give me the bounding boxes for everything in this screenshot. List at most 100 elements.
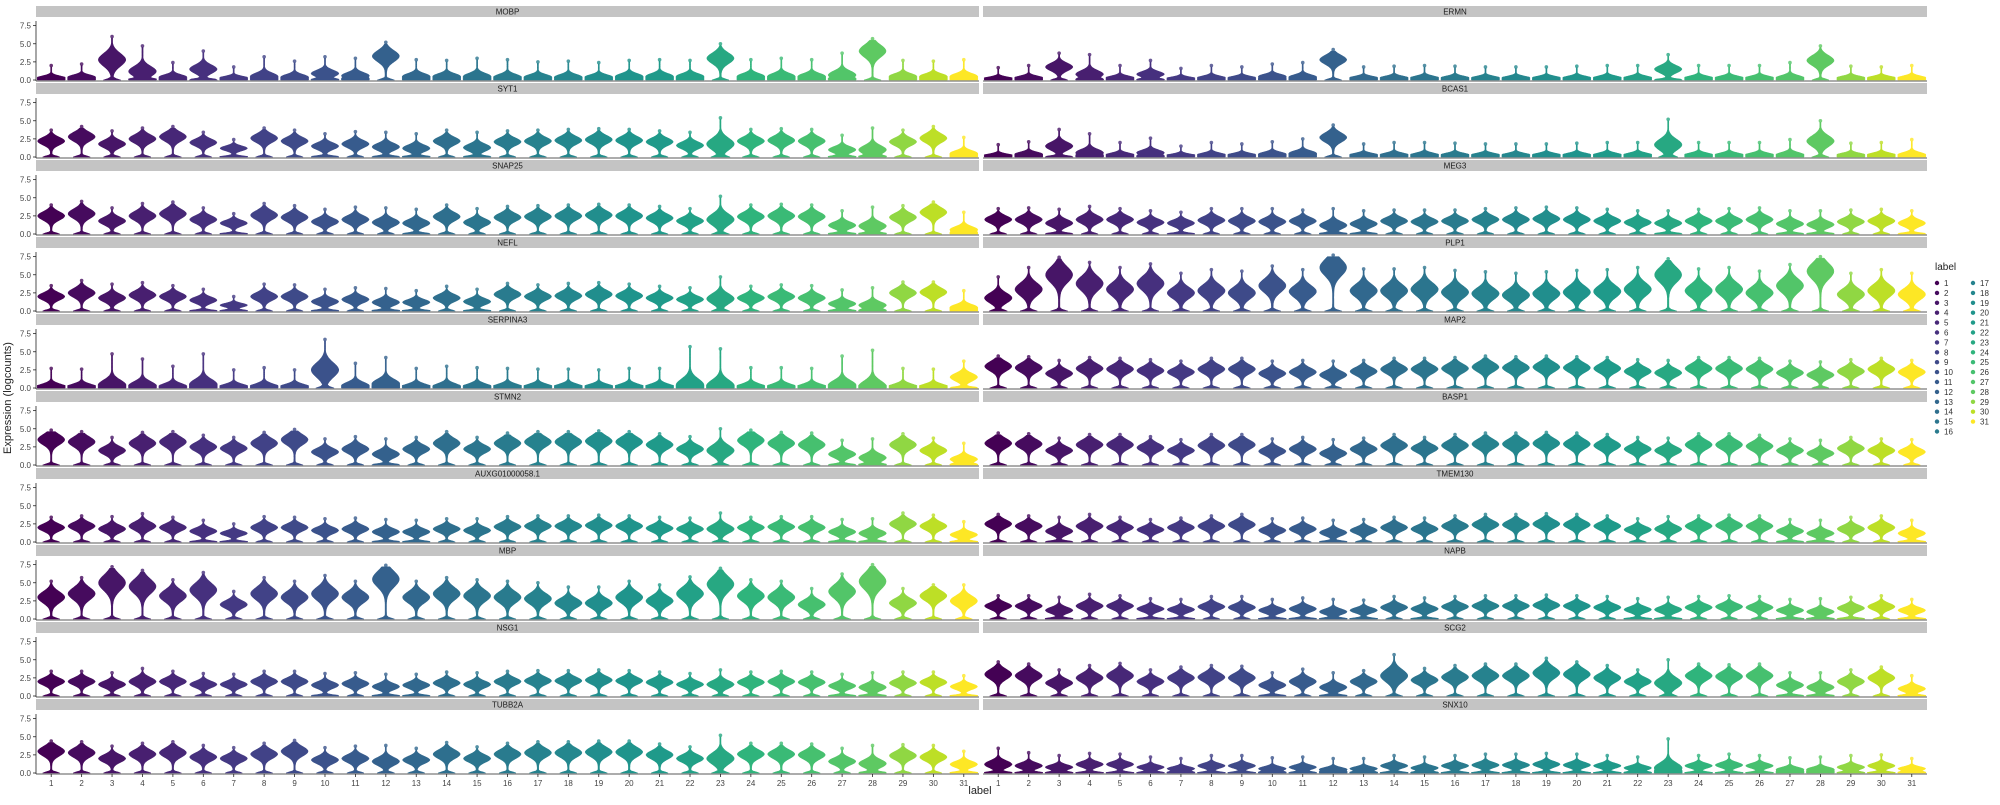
outlier-point bbox=[444, 284, 449, 289]
violin-NEFL-20 bbox=[615, 285, 644, 312]
violin-TMEM130-20 bbox=[1563, 515, 1591, 543]
facet-title: AUXG01000058.1 bbox=[475, 470, 540, 479]
y-tick-label: 2.5 bbox=[20, 212, 32, 221]
violin-MBP-21 bbox=[645, 586, 674, 620]
violin-NEFL-14 bbox=[432, 287, 461, 312]
outlier-point bbox=[870, 205, 875, 209]
facet-strip bbox=[36, 314, 979, 325]
outlier-point bbox=[353, 579, 358, 584]
outlier-point bbox=[1879, 207, 1884, 212]
x-tick-label: 6 bbox=[1148, 779, 1153, 788]
outlier-point bbox=[1575, 752, 1579, 756]
violin-SYT1-20 bbox=[615, 130, 644, 158]
violin-STMN2-11 bbox=[341, 437, 370, 466]
outlier-point bbox=[1361, 756, 1366, 761]
violin-MBP-3 bbox=[98, 568, 126, 620]
outlier-point bbox=[809, 586, 814, 591]
outlier-point bbox=[1422, 356, 1427, 361]
legend-entry-label: 30 bbox=[1980, 408, 1989, 417]
outlier-point bbox=[840, 354, 844, 358]
y-tick-label: 0.0 bbox=[20, 461, 32, 470]
outlier-point bbox=[1727, 140, 1731, 145]
violin-PLP1-15 bbox=[1410, 268, 1439, 312]
outlier-point bbox=[1879, 753, 1884, 757]
violin-MOBP-30 bbox=[919, 62, 948, 81]
violin-SNX10-18 bbox=[1501, 755, 1531, 774]
outlier-point bbox=[110, 206, 114, 210]
outlier-point bbox=[1544, 354, 1549, 358]
violin-MEG3-15 bbox=[1410, 211, 1439, 235]
violin-BCAS1-18 bbox=[1501, 145, 1531, 158]
outlier-point bbox=[1057, 358, 1061, 363]
violin-SCG2-6 bbox=[1136, 671, 1165, 697]
violin-NAPB-7 bbox=[1166, 600, 1196, 620]
facet-strip bbox=[983, 160, 1927, 171]
x-tick-label: 5 bbox=[171, 779, 176, 788]
outlier-point bbox=[1209, 663, 1214, 668]
outlier-point bbox=[1057, 51, 1061, 55]
outlier-point bbox=[1635, 755, 1640, 759]
outlier-point bbox=[1605, 594, 1610, 599]
y-tick-label: 5.0 bbox=[20, 502, 32, 511]
outlier-point bbox=[749, 284, 753, 289]
violin-MEG3-19 bbox=[1532, 208, 1561, 235]
violin-AUXG01000058.1-5 bbox=[159, 518, 187, 543]
outlier-point bbox=[414, 672, 419, 677]
violin-NAPB-4 bbox=[1075, 595, 1104, 620]
violin-TMEM130-26 bbox=[1745, 517, 1774, 543]
x-tick-label: 2 bbox=[79, 779, 84, 788]
outlier-point bbox=[444, 429, 449, 434]
outlier-point bbox=[566, 367, 571, 371]
violin-SNX10-17 bbox=[1471, 755, 1500, 774]
outlier-point bbox=[505, 514, 510, 519]
outlier-point bbox=[627, 58, 631, 63]
outlier-point bbox=[1422, 666, 1427, 671]
violin-SYT1-9 bbox=[280, 131, 309, 158]
outlier-point bbox=[1666, 737, 1670, 741]
violin-SNAP25-24 bbox=[737, 206, 765, 235]
outlier-point bbox=[384, 286, 388, 291]
outlier-point bbox=[718, 116, 723, 120]
violin-ERMN-16 bbox=[1440, 67, 1470, 81]
outlier-point bbox=[505, 281, 510, 286]
outlier-point bbox=[1544, 593, 1549, 597]
violin-STMN2-26 bbox=[797, 434, 826, 466]
violin-MEG3-9 bbox=[1227, 209, 1256, 235]
violin-NEFL-1 bbox=[37, 286, 66, 312]
violin-NSG1-29 bbox=[889, 673, 917, 697]
violin-ERMN-20 bbox=[1562, 67, 1592, 81]
violin-ERMN-30 bbox=[1867, 68, 1896, 81]
violin-BCAS1-13 bbox=[1349, 145, 1378, 158]
violin-MBP-9 bbox=[280, 582, 309, 620]
violin-BCAS1-22 bbox=[1623, 143, 1652, 158]
outlier-point bbox=[961, 749, 966, 754]
facet-strip bbox=[36, 391, 979, 402]
violin-NAPB-11 bbox=[1288, 599, 1318, 620]
violin-MEG3-21 bbox=[1593, 210, 1622, 235]
outlier-point bbox=[49, 366, 54, 371]
violin-NEFL-24 bbox=[736, 287, 765, 312]
violin-MBP-8 bbox=[250, 578, 278, 620]
violin-PLP1-4 bbox=[1075, 263, 1104, 312]
outlier-point bbox=[627, 739, 631, 743]
outlier-point bbox=[475, 365, 479, 370]
outlier-point bbox=[627, 579, 631, 584]
violin-MOBP-27 bbox=[827, 54, 857, 81]
legend-entry-label: 4 bbox=[1944, 309, 1949, 318]
violin-MAP2-14 bbox=[1380, 359, 1408, 389]
outlier-point bbox=[996, 594, 1001, 598]
outlier-point bbox=[323, 573, 327, 578]
violin-NAPB-30 bbox=[1867, 597, 1896, 620]
violin-SNAP25-4 bbox=[128, 204, 157, 235]
outlier-point bbox=[292, 427, 297, 432]
y-tick-label: 5.0 bbox=[20, 194, 32, 203]
outlier-point bbox=[931, 367, 936, 371]
violin-SNX10-11 bbox=[1288, 758, 1317, 774]
outlier-point bbox=[1514, 65, 1518, 69]
outlier-point bbox=[505, 741, 510, 746]
violin-ERMN-8 bbox=[1197, 66, 1226, 81]
violin-ERMN-24 bbox=[1684, 66, 1713, 81]
violin-MBP-22 bbox=[676, 578, 704, 620]
violin-MOBP-26 bbox=[797, 60, 826, 81]
violin-NSG1-19 bbox=[584, 671, 613, 697]
